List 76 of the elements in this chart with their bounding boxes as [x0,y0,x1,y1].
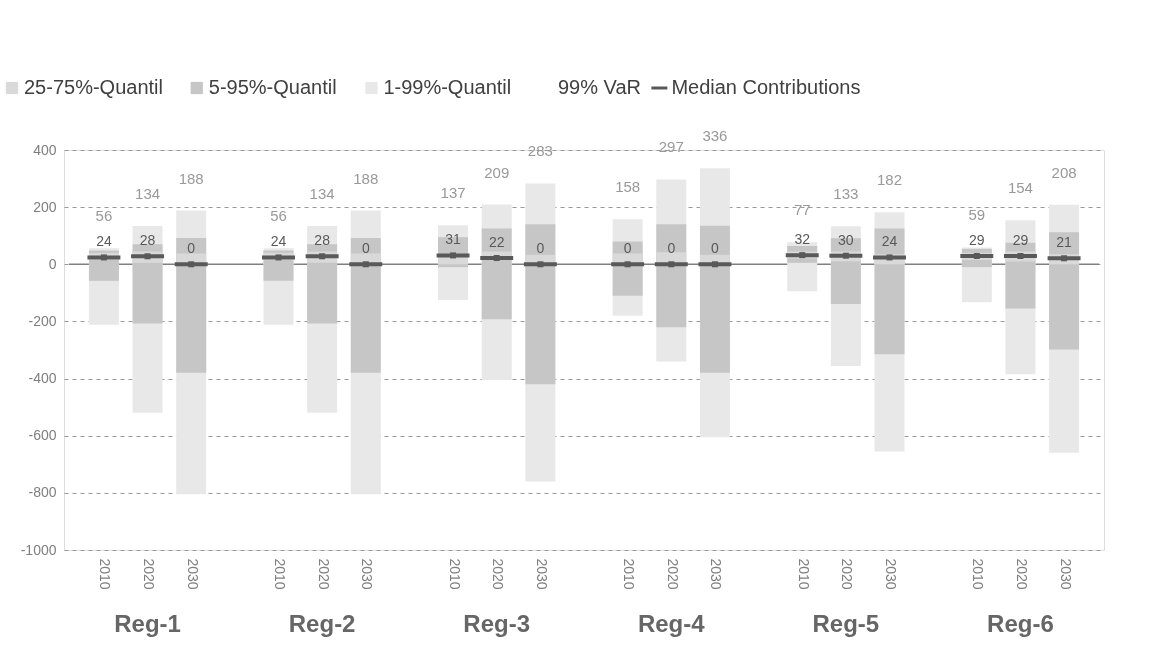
data-label: 134 [309,185,335,202]
data-label: 137 [440,184,466,202]
legend-label: 1-99%-Quantil [383,76,512,98]
data-label: 21 [1056,234,1073,251]
data-label: 29 [969,232,985,248]
y-tick-label: -200 [28,312,57,329]
data-label: 30 [838,231,854,248]
x-tick-label: 2010 [795,558,812,590]
text: Reg-2 [288,610,356,637]
data-label: 133 [833,185,859,203]
y-tick-label: 400 [33,141,57,158]
data-label: 158 [615,178,641,196]
x-tick-label: 2020 [664,558,681,590]
data-label: 0 [711,240,720,257]
x-tick-label: 2030 [883,558,900,590]
x-tick-label: 2010 [271,558,288,590]
data-label: 56 [95,207,113,225]
bar [1049,232,1080,350]
x-tick-label: 2020 [490,558,507,590]
data-label: 24 [96,233,112,250]
data-label: 22 [488,234,505,250]
y-tick-label: -800 [28,484,57,501]
text: 99% VaR [558,76,642,98]
data-label: 188 [178,169,204,187]
data-label: 0 [361,240,370,257]
data-label: 154 [1007,179,1033,197]
x-tick-label: 2010 [970,558,987,590]
legend-label: Median Contributions [671,76,861,98]
data-label: 0 [667,240,676,257]
data-label: 0 [187,240,196,257]
text: Reg-1 [114,610,181,637]
x-tick-label: 2020 [141,558,158,590]
text: Reg-5 [812,610,880,637]
data-label: 182 [876,171,903,189]
text: Reg-3 [463,610,531,637]
data-label: 24 [881,233,898,250]
y-tick-label: 0 [48,255,57,272]
x-tick-label: 2020 [1013,558,1030,590]
legend-label: 25-75%-Quantil [24,76,163,98]
y-tick-label: -600 [28,427,57,444]
data-label: 59 [968,206,986,224]
text: Reg-4 [637,610,706,637]
data-label: 336 [702,127,728,145]
data-label: 29 [1012,232,1029,248]
data-label: 209 [484,163,510,181]
x-tick-label: 2020 [315,558,332,590]
data-label: 188 [353,169,379,187]
x-tick-label: 2010 [97,558,114,590]
data-label: 31 [445,231,462,248]
x-tick-label: 2010 [621,558,638,590]
y-tick-label: -400 [28,370,57,387]
data-label: 24 [270,233,287,250]
x-tick-label: 2030 [359,558,376,590]
bar [874,228,905,355]
data-label: 56 [270,207,287,225]
x-tick-label: 2020 [839,558,856,590]
data-label: 77 [793,201,811,219]
bar [481,228,512,320]
x-tick-label: 2030 [708,558,725,590]
data-label: 28 [314,232,331,249]
data-label: 0 [623,240,632,257]
data-label: 208 [1051,163,1077,181]
x-tick-label: 2010 [446,558,463,590]
data-label: 28 [139,232,156,249]
data-label: 0 [536,240,545,257]
y-tick-label: 200 [33,198,57,215]
data-label: 32 [794,231,811,248]
bar [525,224,556,385]
bar [699,225,730,373]
text: Reg-6 [987,610,1054,637]
x-tick-label: 2030 [184,558,201,590]
y-tick-label: -1000 [20,541,57,558]
x-tick-label: 2030 [533,558,550,590]
legend-label: 5-95%-Quantil [208,76,337,98]
data-label: 134 [135,185,161,202]
x-tick-label: 2030 [1057,558,1074,590]
